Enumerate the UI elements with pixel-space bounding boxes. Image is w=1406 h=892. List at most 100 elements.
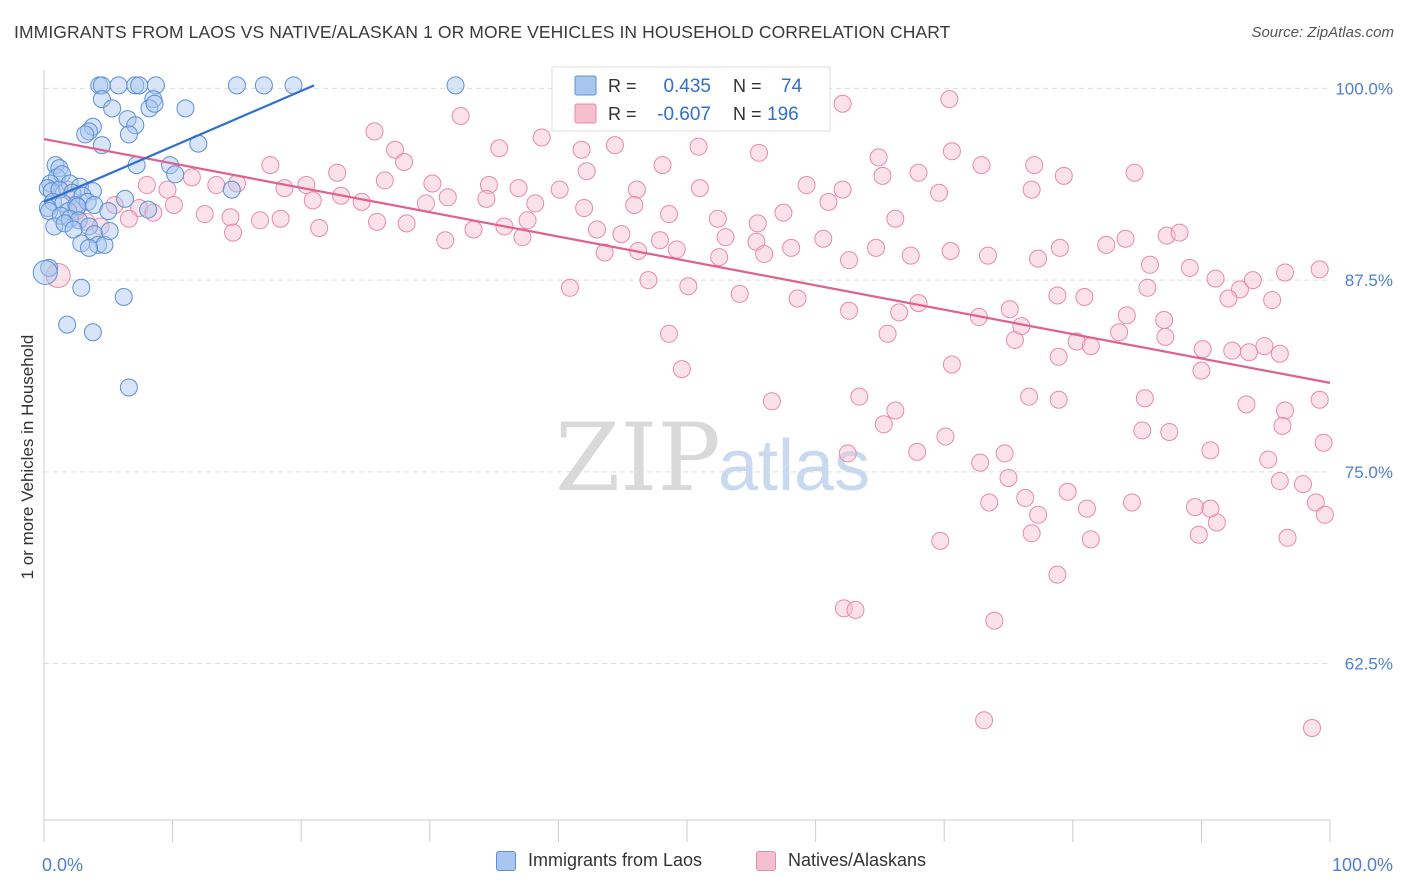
natives-point	[595, 243, 614, 262]
natives-point	[451, 107, 470, 126]
natives-point	[1302, 718, 1321, 737]
natives-point	[221, 208, 240, 227]
natives-point	[1243, 271, 1262, 290]
natives-point	[1022, 180, 1041, 199]
natives-point	[972, 156, 991, 175]
laos-point	[227, 76, 246, 95]
natives-point	[730, 284, 749, 303]
natives-point	[1138, 278, 1157, 297]
laos-point	[114, 287, 133, 306]
natives-point	[874, 415, 893, 434]
natives-point	[833, 180, 852, 199]
natives-point	[1022, 524, 1041, 543]
natives-point	[368, 212, 387, 231]
natives-point	[1140, 255, 1159, 274]
legend-r-label: R =	[608, 76, 637, 96]
natives-point	[207, 176, 226, 195]
natives-point	[936, 427, 955, 446]
natives-point	[1170, 223, 1189, 242]
natives-point	[1310, 390, 1329, 409]
natives-point	[1016, 488, 1035, 507]
laos-point	[69, 211, 88, 230]
natives-point	[509, 179, 528, 198]
natives-point	[1048, 286, 1067, 305]
natives-point	[526, 194, 545, 213]
natives-point	[1275, 263, 1294, 282]
natives-point	[1306, 493, 1325, 512]
natives-point	[1029, 249, 1048, 268]
natives-point	[814, 229, 833, 248]
chart-title: IMMIGRANTS FROM LAOS VS NATIVE/ALASKAN 1…	[14, 22, 951, 42]
y-tick-label: 75.0%	[1345, 463, 1393, 482]
natives-point	[1049, 347, 1068, 366]
natives-point	[1122, 493, 1141, 512]
natives-point	[653, 156, 672, 175]
laos-point	[100, 222, 119, 241]
natives-point	[158, 180, 177, 199]
natives-point	[1185, 498, 1204, 517]
natives-point	[365, 122, 384, 141]
natives-point	[182, 168, 201, 187]
natives-point	[850, 387, 869, 406]
natives-point	[464, 220, 483, 239]
laos-point	[126, 116, 145, 135]
laos-point	[103, 99, 122, 118]
natives-point	[1050, 238, 1069, 257]
natives-point	[890, 303, 909, 322]
natives-point	[840, 251, 859, 270]
natives-point	[310, 218, 329, 237]
legend-r-value: 0.435	[663, 76, 711, 97]
natives-point	[750, 143, 769, 162]
legend-item-natives[interactable]: Natives/Alaskans	[756, 850, 926, 871]
natives-point	[834, 599, 853, 618]
natives-point	[650, 231, 669, 250]
natives-point	[931, 531, 950, 550]
legend-swatch-blue	[496, 850, 516, 871]
natives-point	[572, 140, 591, 159]
natives-point	[1125, 163, 1144, 182]
laos-point	[92, 90, 111, 109]
natives-point	[1160, 422, 1179, 441]
natives-point	[575, 199, 594, 218]
natives-point	[490, 139, 509, 158]
natives-point	[1081, 337, 1100, 356]
natives-point	[930, 183, 949, 202]
natives-point	[869, 148, 888, 167]
laos-point	[95, 235, 114, 254]
laos-point	[55, 214, 74, 233]
natives-point	[1315, 505, 1334, 524]
laos-trendline	[43, 84, 315, 203]
natives-point	[999, 468, 1018, 487]
legend-n-value: 74	[781, 76, 803, 97]
natives-point	[1081, 530, 1100, 549]
laos-point	[72, 278, 91, 297]
legend-n-label: N =	[733, 76, 762, 96]
natives-point	[1097, 235, 1116, 254]
laos-point	[41, 174, 60, 193]
laos-point	[64, 220, 83, 239]
natives-point	[261, 156, 280, 175]
natives-point	[833, 94, 852, 113]
natives-point	[1259, 450, 1278, 469]
natives-point	[1000, 300, 1019, 319]
natives-point	[1025, 156, 1044, 175]
legend-item-laos[interactable]: Immigrants from Laos	[496, 850, 702, 871]
legend-n-value: 196	[767, 104, 799, 125]
laos-point	[130, 76, 149, 95]
legend-label-laos: Immigrants from Laos	[528, 850, 703, 870]
natives-point	[577, 162, 596, 181]
y-tick-label: 62.5%	[1345, 655, 1393, 674]
natives-point	[748, 214, 767, 233]
natives-point	[144, 203, 163, 222]
natives-point	[195, 205, 214, 224]
y-tick-labels: 100.0% 87.5% 75.0% 62.5%	[1335, 79, 1393, 673]
natives-point	[1263, 291, 1282, 310]
legend-box: R = 0.435 N = 74 R = -0.607 N = 196	[551, 66, 831, 132]
natives-point	[659, 324, 678, 343]
natives-point	[627, 180, 646, 199]
natives-point	[1058, 482, 1077, 501]
natives-point	[1223, 341, 1242, 360]
natives-point	[423, 174, 442, 193]
natives-point	[980, 493, 999, 512]
natives-alaskans-points	[45, 90, 1334, 737]
